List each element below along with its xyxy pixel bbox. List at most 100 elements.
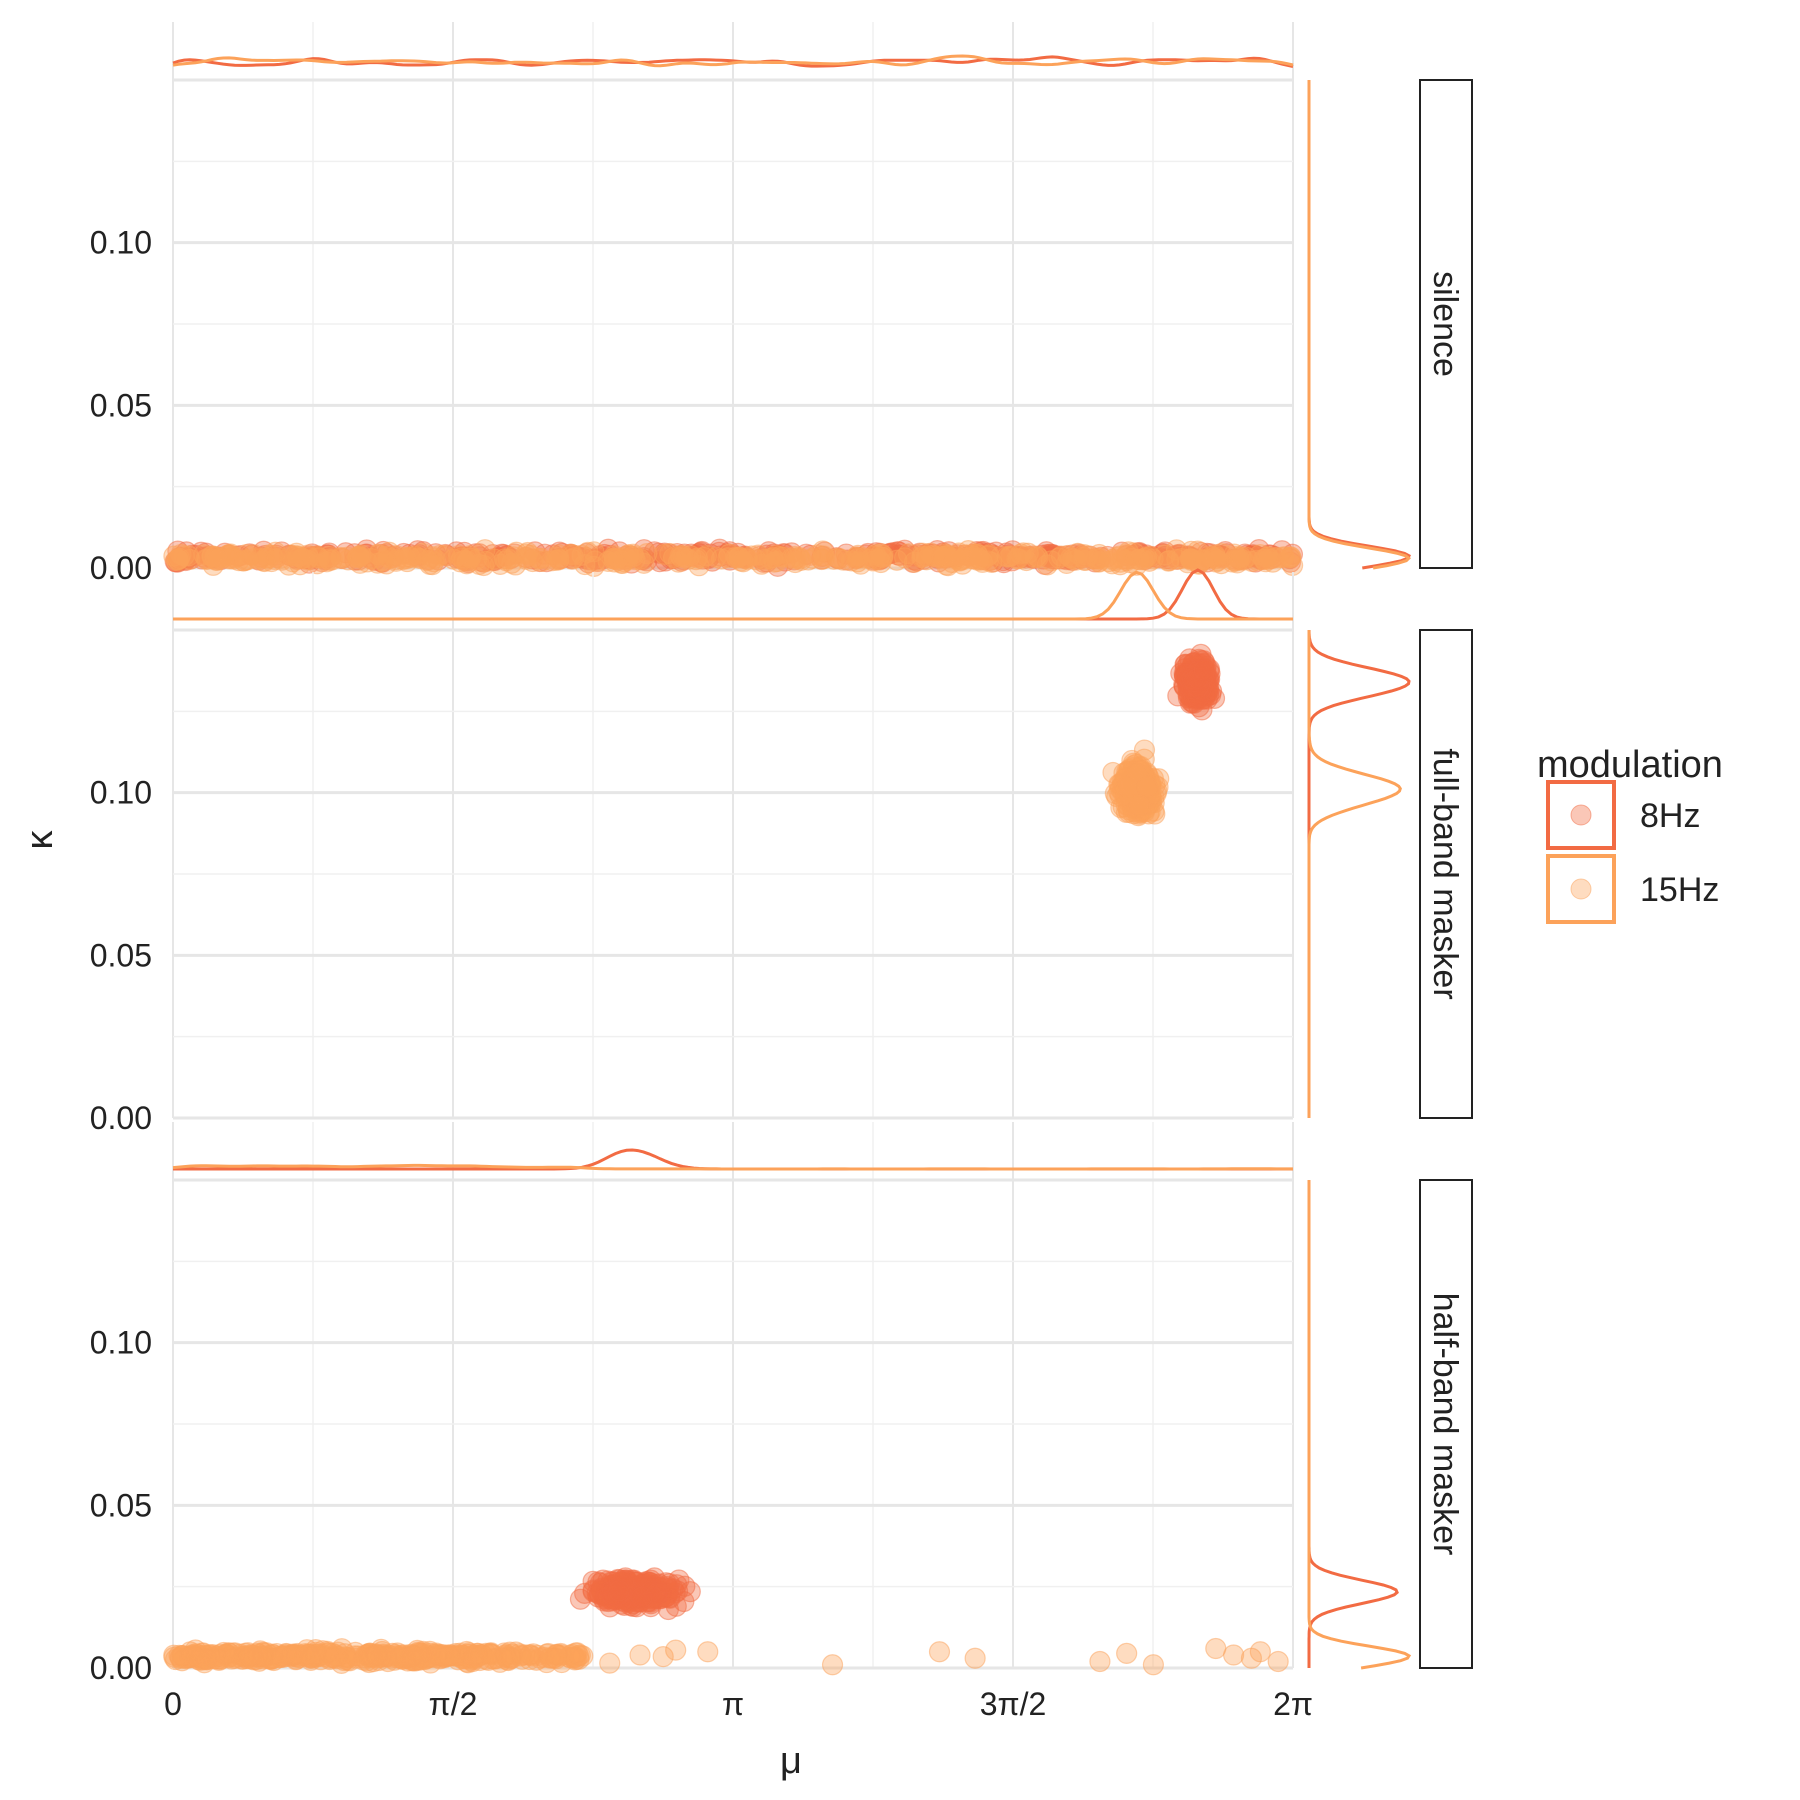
- panel-silence: 0.00 0.05 0.10 silence: [90, 22, 1473, 586]
- data-point-15hz: [583, 555, 605, 577]
- data-point-15hz: [1056, 552, 1078, 575]
- legend: modulation 8Hz 15Hz: [1537, 744, 1723, 924]
- legend-title: modulation: [1537, 744, 1723, 786]
- data-point-15hz: [1142, 1654, 1164, 1676]
- marginal-densities: [173, 568, 1411, 1118]
- data-point-15hz: [436, 1645, 458, 1667]
- data-point-15hz: [1116, 776, 1139, 798]
- legend-entry: 15Hz: [1546, 854, 1719, 924]
- data-point-15hz: [1240, 1647, 1263, 1669]
- y-axis-title: κ: [19, 830, 61, 850]
- data-point-15hz: [948, 542, 970, 564]
- data-point-15hz: [238, 1644, 261, 1666]
- data-point-15hz: [474, 539, 496, 561]
- data-point-15hz: [845, 546, 867, 568]
- y-density-curve: [1307, 630, 1411, 1118]
- data-point-15hz: [519, 1644, 541, 1666]
- data-point-15hz: [167, 549, 189, 571]
- data-point-15hz: [1142, 548, 1164, 570]
- data-point-15hz: [367, 544, 389, 566]
- facet-strip-box: [1419, 79, 1473, 569]
- data-point-15hz: [762, 546, 784, 569]
- data-point-15hz: [366, 1644, 388, 1666]
- data-point-15hz: [1267, 1650, 1289, 1673]
- data-point-15hz: [403, 1645, 426, 1667]
- data-point-15hz: [206, 548, 228, 570]
- y-density-curve: [1307, 80, 1412, 570]
- facet-strip-label: silence: [1426, 271, 1464, 377]
- facet-strip: silence: [1419, 79, 1473, 569]
- data-point-15hz: [1073, 543, 1095, 566]
- data-point-15hz: [653, 543, 676, 565]
- data-point-15hz: [1136, 776, 1158, 798]
- data-point-15hz: [395, 548, 417, 570]
- x-tick-label: 0: [164, 1686, 182, 1722]
- data-point-15hz: [903, 551, 925, 573]
- data-point-15hz: [329, 546, 352, 569]
- data-point-15hz: [998, 546, 1020, 568]
- data-point-15hz: [548, 549, 570, 571]
- axes-layer: 0 π/2 π 3π/2 2π: [164, 1686, 1313, 1722]
- data-point-15hz: [1205, 1637, 1227, 1660]
- points: [163, 1567, 1289, 1676]
- data-point-15hz: [394, 546, 416, 568]
- data-point-15hz: [665, 1639, 687, 1661]
- data-point-15hz: [1223, 1644, 1245, 1666]
- data-point-15hz: [629, 1644, 651, 1666]
- facet-strip-label: half-band masker: [1426, 1293, 1464, 1556]
- y-tick-label: 0.05: [90, 937, 152, 973]
- data-point-15hz: [1012, 542, 1034, 564]
- points: [1102, 643, 1226, 827]
- y-tick-label: 0.05: [90, 1487, 152, 1523]
- legend-label: 15Hz: [1640, 871, 1719, 909]
- y-tick-label: 0.10: [90, 1325, 152, 1361]
- gridlines: [172, 1122, 1294, 1670]
- data-point-15hz: [349, 552, 371, 574]
- data-point-15hz: [622, 543, 644, 565]
- facet-strip-label: full-band masker: [1426, 748, 1464, 999]
- data-point-8hz: [608, 1580, 630, 1602]
- y-tick-label: 0.10: [90, 225, 152, 261]
- y-density-curve: [1307, 80, 1411, 570]
- marginal-densities: [172, 54, 1412, 570]
- x-tick-label: 2π: [1273, 1686, 1313, 1722]
- data-point-15hz: [1138, 550, 1161, 572]
- data-point-15hz: [821, 1654, 844, 1676]
- data-point-15hz: [286, 1642, 308, 1665]
- data-point-15hz: [697, 1641, 719, 1663]
- data-point-15hz: [765, 544, 787, 566]
- data-point-15hz: [1088, 543, 1110, 566]
- data-point-15hz: [1154, 544, 1176, 566]
- data-point-15hz: [1116, 1642, 1138, 1664]
- legend-entry: 8Hz: [1546, 780, 1700, 850]
- x-tick-label: π: [722, 1686, 744, 1722]
- data-point-15hz: [827, 547, 849, 569]
- data-point-15hz: [785, 548, 807, 570]
- data-point-15hz: [483, 548, 505, 570]
- data-point-15hz: [282, 551, 304, 573]
- data-point-15hz: [306, 553, 328, 575]
- x-tick-label: 3π/2: [980, 1686, 1047, 1722]
- data-point-15hz: [1157, 550, 1179, 572]
- data-point-15hz: [384, 1643, 407, 1666]
- data-point-8hz: [631, 1586, 653, 1608]
- y-tick-label: 0.05: [90, 387, 152, 423]
- gridlines: [172, 22, 1294, 570]
- data-point-15hz: [1128, 794, 1151, 816]
- data-point-15hz: [565, 1642, 587, 1664]
- data-point-15hz: [203, 1648, 225, 1670]
- data-point-15hz: [1230, 546, 1252, 568]
- x-tick-label: π/2: [429, 1686, 478, 1722]
- data-point-15hz: [232, 550, 255, 572]
- data-point-15hz: [519, 544, 541, 566]
- data-point-15hz: [504, 554, 527, 576]
- data-point-15hz: [1257, 546, 1279, 568]
- data-point-15hz: [695, 545, 718, 567]
- data-point-15hz: [990, 545, 1012, 567]
- data-point-8hz: [655, 1572, 677, 1594]
- data-point-15hz: [679, 545, 702, 567]
- legend-key-marker: [1570, 804, 1592, 826]
- data-point-15hz: [1057, 544, 1079, 567]
- x-axis-title: μ: [780, 1740, 802, 1782]
- data-point-15hz: [732, 551, 754, 573]
